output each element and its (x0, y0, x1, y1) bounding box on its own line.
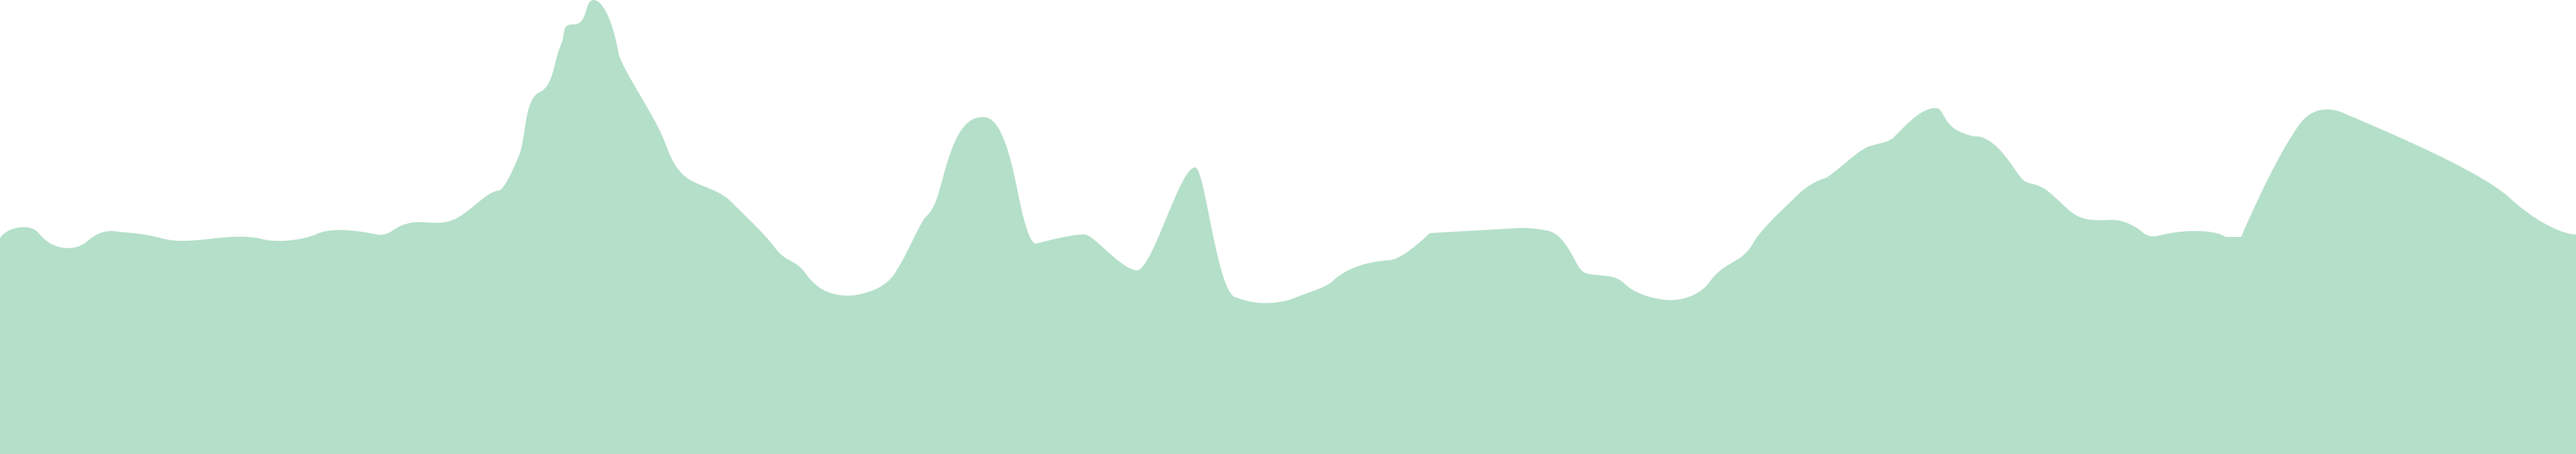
silhouette-banner (0, 0, 2576, 454)
mountain-silhouette-graphic (0, 0, 2576, 454)
mountain-silhouette-shape (0, 0, 2576, 454)
